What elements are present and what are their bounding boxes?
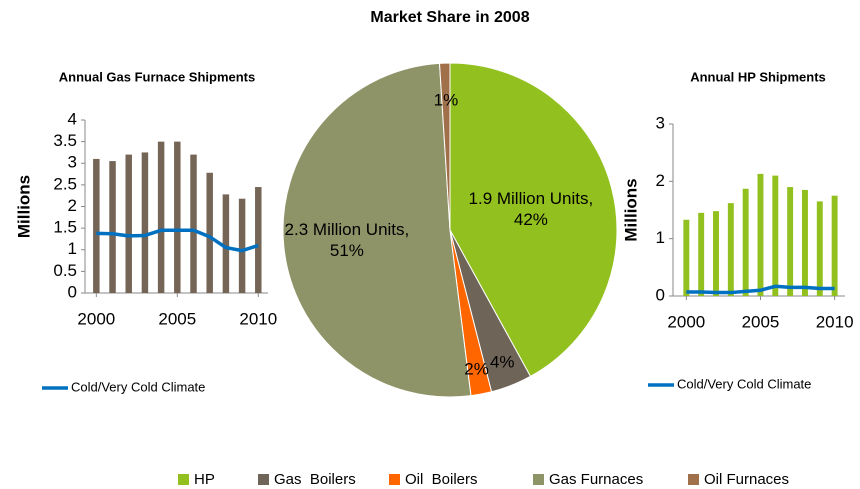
- y-tick-label: 0.5: [53, 261, 77, 280]
- subchart-title: Annual Gas Furnace Shipments: [59, 69, 256, 84]
- y-tick-label: 3.5: [53, 131, 77, 150]
- legend-label: Gas Furnaces: [549, 471, 643, 488]
- bar: [222, 194, 230, 293]
- pie-slice: [449, 62, 618, 378]
- legend-swatch: [258, 474, 269, 485]
- bar: [713, 211, 719, 296]
- slice-label: 2.3 Million Units, 51%: [284, 219, 410, 260]
- y-tick-label: 3: [68, 153, 77, 172]
- bar: [787, 187, 794, 296]
- legend-swatch: [389, 474, 400, 485]
- x-tick-label: 2010: [816, 312, 854, 331]
- y-tick-label: 0: [656, 285, 665, 304]
- bar: [125, 154, 132, 293]
- line-series: [96, 228, 259, 253]
- legend-swatch: [178, 474, 189, 485]
- x-tick-label: 2005: [742, 312, 780, 331]
- y-tick-label: 1: [656, 228, 665, 247]
- y-tick-label: 2.5: [53, 174, 77, 193]
- slice-label: 2%: [464, 359, 489, 379]
- bar: [772, 175, 779, 296]
- y-axis-label: Millions: [14, 175, 33, 238]
- y-tick-label: 1.5: [53, 218, 77, 237]
- legend-label: Gas Boilers: [274, 471, 356, 488]
- bar: [157, 141, 165, 293]
- slice-label: 4%: [489, 352, 515, 372]
- bar: [141, 152, 149, 293]
- slice-label: 1%: [433, 90, 459, 110]
- x-tick-label: 2000: [667, 312, 705, 331]
- legend-label: HP: [194, 471, 215, 488]
- bar: [190, 154, 197, 293]
- bar: [109, 161, 116, 293]
- y-tick-label: 2: [656, 171, 665, 190]
- x-tick-label: 2005: [158, 309, 196, 328]
- slice-label: 1.9 Million Units, 42%: [468, 189, 594, 230]
- legend-label: Oil Boilers: [405, 471, 478, 488]
- y-tick-label: 0: [68, 282, 77, 301]
- pie-title: Market Share in 2008: [370, 9, 529, 26]
- bar: [742, 188, 749, 296]
- bar: [174, 141, 181, 293]
- y-tick-label: 4: [68, 109, 77, 128]
- legend-swatch: [688, 474, 699, 485]
- bar: [206, 172, 213, 293]
- pie-slice: [282, 62, 472, 398]
- bar: [255, 187, 262, 293]
- bar: [727, 203, 734, 296]
- bar: [238, 198, 246, 293]
- bar: [698, 212, 705, 296]
- legend-label: Oil Furnaces: [704, 471, 789, 488]
- y-tick-label: 3: [656, 113, 665, 132]
- bar: [93, 158, 100, 293]
- legend-swatch: [533, 474, 544, 485]
- bar: [683, 219, 690, 296]
- y-tick-label: 2: [68, 196, 77, 215]
- x-tick-label: 2000: [77, 309, 115, 328]
- pie-slice: [438, 62, 451, 231]
- line-series: [686, 284, 835, 295]
- bar: [757, 173, 764, 296]
- bar: [802, 189, 808, 296]
- y-axis-label: Millions: [621, 178, 640, 241]
- x-tick-label: 2010: [239, 309, 277, 328]
- legend-label: Cold/Very Cold Climate: [71, 379, 205, 394]
- y-tick-label: 1: [68, 239, 77, 258]
- bar: [831, 195, 838, 296]
- subchart-title: Annual HP Shipments: [690, 69, 826, 84]
- legend-label: Cold/Very Cold Climate: [677, 376, 811, 391]
- bar: [816, 201, 823, 296]
